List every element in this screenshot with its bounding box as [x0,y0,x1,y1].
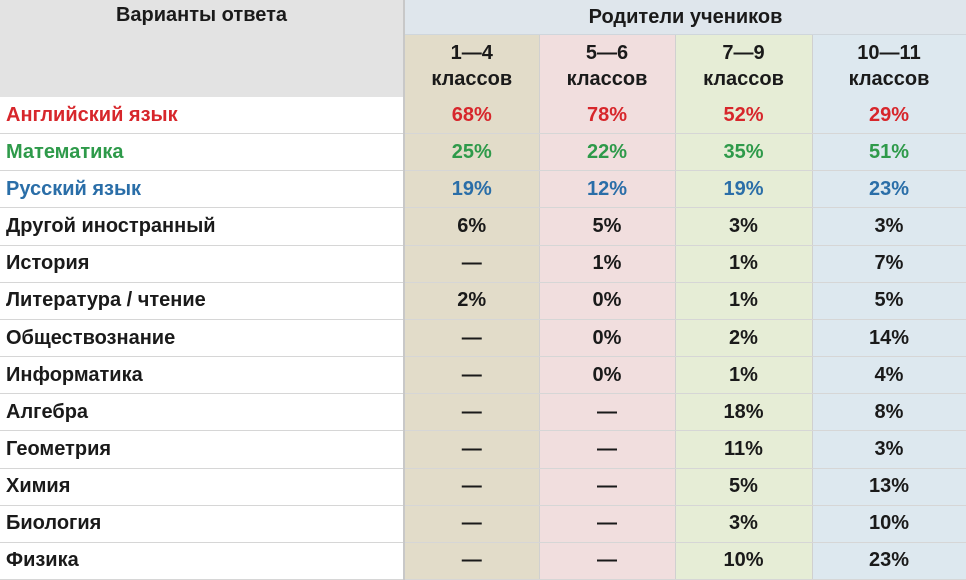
row-label: Геометрия [0,430,405,469]
grade-header-7-9: 7—9 классов [675,34,813,97]
value-cell: 18% [675,393,813,432]
value-cell: 10% [812,505,966,543]
value-cell: 23% [812,542,966,580]
value-cell: 29% [812,97,966,135]
value-cell: 5% [675,468,813,506]
table-row: Алгебра — — 18% 8% [0,393,966,432]
value-cell: 2% [675,319,813,358]
value-cell: — [404,393,540,432]
value-cell: 7% [812,245,966,283]
value-cell: — [404,319,540,358]
value-cell: 12% [539,170,676,209]
value-cell: 3% [675,505,813,543]
value-cell: 19% [675,170,813,209]
grade-range: 7—9 [722,42,765,64]
value-cell: 2% [404,282,540,320]
table-row: Математика 25% 22% 35% 51% [0,133,966,172]
value-cell: 1% [675,356,813,395]
value-cell: 1% [675,282,813,320]
value-cell: 1% [539,245,676,283]
value-cell: 51% [812,133,966,172]
grade-unit: классов [431,68,513,90]
value-cell: 6% [404,207,540,246]
row-label: Физика [0,542,405,580]
value-cell: — [539,542,676,580]
grade-range: 1—4 [450,42,493,64]
row-label: Английский язык [0,97,405,135]
grade-unit: классов [848,68,930,90]
value-cell: 5% [812,282,966,320]
grade-header-5-6: 5—6 классов [539,34,676,97]
table-row: Физика — — 10% 23% [0,542,966,580]
value-cell: — [404,430,540,469]
value-cell: 1% [675,245,813,283]
value-cell: 68% [404,97,540,135]
value-cell: 35% [675,133,813,172]
value-cell: 25% [404,133,540,172]
value-cell: — [539,430,676,469]
value-cell: — [539,393,676,432]
grade-unit: классов [703,68,784,90]
grade-unit: классов [566,68,648,90]
table-row: Другой иностранный 6% 5% 3% 3% [0,207,966,246]
value-cell: — [404,356,540,395]
value-cell: — [404,505,540,543]
value-cell: 3% [812,430,966,469]
table-row: Английский язык 68% 78% 52% 29% [0,97,966,135]
row-label: Литература / чтение [0,282,405,320]
table-row: Литература / чтение 2% 0% 1% 5% [0,282,966,320]
grade-range: 10—11 [857,42,921,64]
parents-header: Родители учеников [404,0,966,35]
value-cell: 3% [675,207,813,246]
row-label: История [0,245,405,283]
value-cell: — [404,468,540,506]
value-cell: — [404,542,540,580]
value-cell: 8% [812,393,966,432]
table-row: Геометрия — — 11% 3% [0,430,966,469]
row-label: Обществознание [0,319,405,358]
value-cell: 19% [404,170,540,209]
value-cell: — [539,468,676,506]
row-label: Химия [0,468,405,506]
value-cell: — [539,505,676,543]
value-cell: 0% [539,356,676,395]
value-cell: 0% [539,319,676,358]
table-row: Обществознание — 0% 2% 14% [0,319,966,358]
value-cell: 4% [812,356,966,395]
row-label: Алгебра [0,393,405,432]
table-row: История — 1% 1% 7% [0,245,966,283]
value-cell: 5% [539,207,676,246]
row-label: Биология [0,505,405,543]
row-label: Русский язык [0,170,405,209]
value-cell: 14% [812,319,966,358]
table-row: Информатика — 0% 1% 4% [0,356,966,395]
value-cell: 13% [812,468,966,506]
table-row: Химия — — 5% 13% [0,468,966,506]
table-row: Русский язык 19% 12% 19% 23% [0,170,966,209]
grade-header-1-4: 1—4 классов [404,34,540,97]
value-cell: — [404,245,540,283]
value-cell: 23% [812,170,966,209]
grade-header-10-11: 10—11 классов [812,34,966,97]
value-cell: 10% [675,542,813,580]
row-label: Информатика [0,356,405,395]
grade-range: 5—6 [585,42,629,64]
value-cell: 52% [675,97,813,135]
row-label: Математика [0,133,405,172]
row-label: Другой иностранный [0,207,405,246]
value-cell: 3% [812,207,966,246]
value-cell: 0% [539,282,676,320]
value-cell: 22% [539,133,676,172]
value-cell: 11% [675,430,813,469]
variants-header: Варианты ответа [0,0,405,97]
table-row: Биология — — 3% 10% [0,505,966,543]
value-cell: 78% [539,97,676,135]
